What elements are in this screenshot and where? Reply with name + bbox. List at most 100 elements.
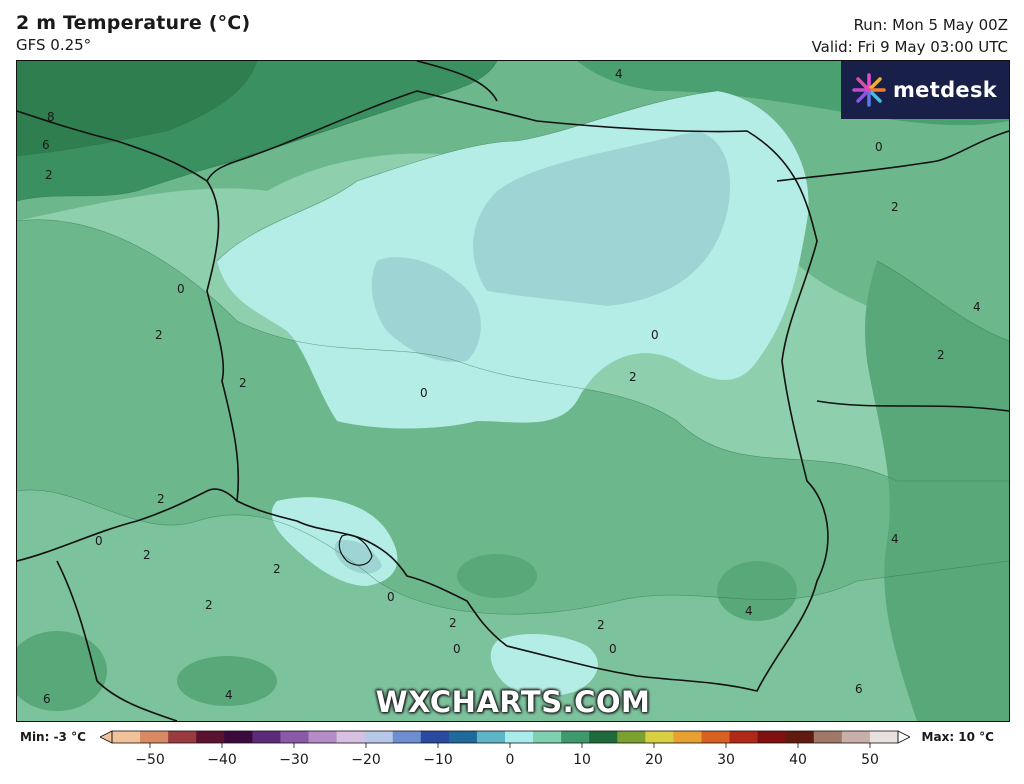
colorbar-swatch bbox=[364, 731, 394, 743]
metdesk-logo[interactable]: metdesk bbox=[841, 61, 1009, 119]
contour-label: 0 bbox=[651, 328, 659, 342]
colorbar-swatch bbox=[476, 731, 506, 743]
colorbar-swatch bbox=[589, 731, 618, 743]
region-mid-green bbox=[17, 489, 1009, 721]
contour-label: 2 bbox=[273, 562, 281, 576]
region-dark-green-east bbox=[865, 261, 1009, 721]
colorbar-tick-label: −40 bbox=[207, 752, 237, 768]
contour-label: 0 bbox=[875, 140, 883, 154]
contour-label: 4 bbox=[745, 604, 753, 618]
contour-label: 6 bbox=[43, 692, 51, 706]
colorbar-swatch bbox=[841, 731, 871, 743]
colorbar-max-arrow bbox=[897, 730, 910, 744]
contour-label: 2 bbox=[157, 492, 165, 506]
contour-label: 2 bbox=[239, 376, 247, 390]
colorbar-swatch bbox=[701, 731, 731, 743]
contour-label: 4 bbox=[225, 688, 233, 702]
colorbar-swatch bbox=[869, 731, 899, 743]
contour-label: 2 bbox=[45, 168, 53, 182]
region-cool-pocket-center bbox=[371, 257, 481, 362]
colorbar-swatch bbox=[617, 731, 646, 743]
colorbar-frame bbox=[111, 730, 899, 744]
contour-label: 6 bbox=[855, 682, 863, 696]
colorbar-swatch bbox=[140, 731, 169, 743]
contour-label: 2 bbox=[155, 328, 163, 342]
contour-label: 0 bbox=[95, 534, 103, 548]
contour-label: 4 bbox=[973, 300, 981, 314]
colorbar-swatches bbox=[112, 731, 899, 743]
colorbar-tick-label: 10 bbox=[573, 752, 591, 768]
region-warm-blob-2 bbox=[717, 561, 797, 621]
colorbar-swatch bbox=[448, 731, 478, 743]
region-cool-pocket-sw bbox=[334, 540, 382, 574]
contour-label: 0 bbox=[420, 386, 428, 400]
highland-outline bbox=[338, 534, 373, 566]
colorbar-swatch bbox=[505, 731, 534, 743]
contour-label: 2 bbox=[629, 370, 637, 384]
contour-label: 0 bbox=[609, 642, 617, 656]
colorbar-tick-label: −50 bbox=[135, 752, 165, 768]
contour-label-group: 8 6 2 0 2 2 0 2 4 0 2 4 2 0 2 2 4 0 0 2 … bbox=[42, 67, 981, 706]
region-cyan-south bbox=[490, 634, 598, 697]
colorbar-tick-label: 50 bbox=[861, 752, 879, 768]
colorbar-swatch bbox=[813, 731, 843, 743]
metdesk-burst-icon bbox=[852, 73, 886, 107]
contour-label: 0 bbox=[177, 282, 185, 296]
metdesk-logo-text: metdesk bbox=[893, 78, 998, 102]
contour-label: 2 bbox=[449, 616, 457, 630]
region-warm-blob-3 bbox=[177, 656, 277, 706]
colorbar-tick-label: −30 bbox=[279, 752, 309, 768]
colorbar-tick-label: −20 bbox=[351, 752, 381, 768]
colorbar-tick-label: 20 bbox=[645, 752, 663, 768]
colorbar-tick-label: −10 bbox=[423, 752, 453, 768]
header-right: Run: Mon 5 May 00Z Valid: Fri 9 May 03:0… bbox=[812, 14, 1008, 58]
colorbar-swatch bbox=[785, 731, 815, 743]
run-time: Run: Mon 5 May 00Z bbox=[853, 16, 1008, 34]
colorbar-swatch bbox=[336, 731, 366, 743]
colorbar: Min: -3 °C Max: 10 °C −50 −40 −30 −20 −10 0 10… bbox=[0, 724, 1024, 784]
contour-label: 4 bbox=[615, 67, 623, 81]
colorbar-tick-label: 0 bbox=[506, 752, 515, 768]
colorbar-swatch bbox=[729, 731, 759, 743]
colorbar-swatch bbox=[252, 731, 281, 743]
country-borders bbox=[17, 61, 1009, 721]
region-warm-blob-4 bbox=[17, 631, 107, 711]
region-cool-pocket-north bbox=[473, 131, 731, 306]
colorbar-swatch bbox=[533, 731, 562, 743]
temperature-map[interactable]: 8 6 2 0 2 2 0 2 4 0 2 4 2 0 2 2 4 0 0 2 … bbox=[16, 60, 1010, 722]
colorbar-swatch bbox=[168, 731, 197, 743]
colorbar-swatch bbox=[280, 731, 309, 743]
wxcharts-watermark: WXCHARTS.COM bbox=[375, 685, 651, 719]
colorbar-tick-label: 40 bbox=[789, 752, 807, 768]
chart-title: 2 m Temperature (°C) bbox=[16, 12, 251, 34]
contour-label: 2 bbox=[937, 348, 945, 362]
model-label: GFS 0.25° bbox=[16, 36, 92, 54]
contour-lines bbox=[17, 61, 1009, 615]
contour-label: 0 bbox=[387, 590, 395, 604]
contour-label: 2 bbox=[205, 598, 213, 612]
header-left: 2 m Temperature (°C) GFS 0.25° bbox=[16, 12, 250, 54]
contour-label: 6 bbox=[42, 138, 50, 152]
contour-label: 2 bbox=[143, 548, 151, 562]
colorbar-max-label: Max: 10 °C bbox=[921, 730, 994, 744]
valid-time: Valid: Fri 9 May 03:00 UTC bbox=[811, 38, 1008, 56]
colorbar-ticks: −50 −40 −30 −20 −10 0 10 20 30 40 50 bbox=[135, 743, 879, 768]
colorbar-swatch bbox=[112, 731, 141, 743]
colorbar-swatch bbox=[392, 731, 422, 743]
contour-label: 8 bbox=[47, 110, 55, 124]
colorbar-swatch bbox=[224, 731, 253, 743]
colorbar-swatch bbox=[645, 731, 674, 743]
region-warm-blob-1 bbox=[457, 554, 537, 598]
contour-label: 4 bbox=[891, 532, 899, 546]
colorbar-min-label: Min: -3 °C bbox=[20, 730, 86, 744]
colorbar-swatch bbox=[420, 731, 450, 743]
colorbar-swatch bbox=[561, 731, 590, 743]
colorbar-swatch bbox=[673, 731, 702, 743]
colorbar-swatch bbox=[757, 731, 787, 743]
region-darker-green-nw bbox=[17, 61, 257, 156]
contour-label: 0 bbox=[453, 642, 461, 656]
colorbar-svg: −50 −40 −30 −20 −10 0 10 20 30 40 50 bbox=[100, 730, 910, 768]
colorbar-tick-label: 30 bbox=[717, 752, 735, 768]
contour-label: 2 bbox=[891, 200, 899, 214]
map-canvas: 8 6 2 0 2 2 0 2 4 0 2 4 2 0 2 2 4 0 0 2 … bbox=[17, 61, 1009, 721]
